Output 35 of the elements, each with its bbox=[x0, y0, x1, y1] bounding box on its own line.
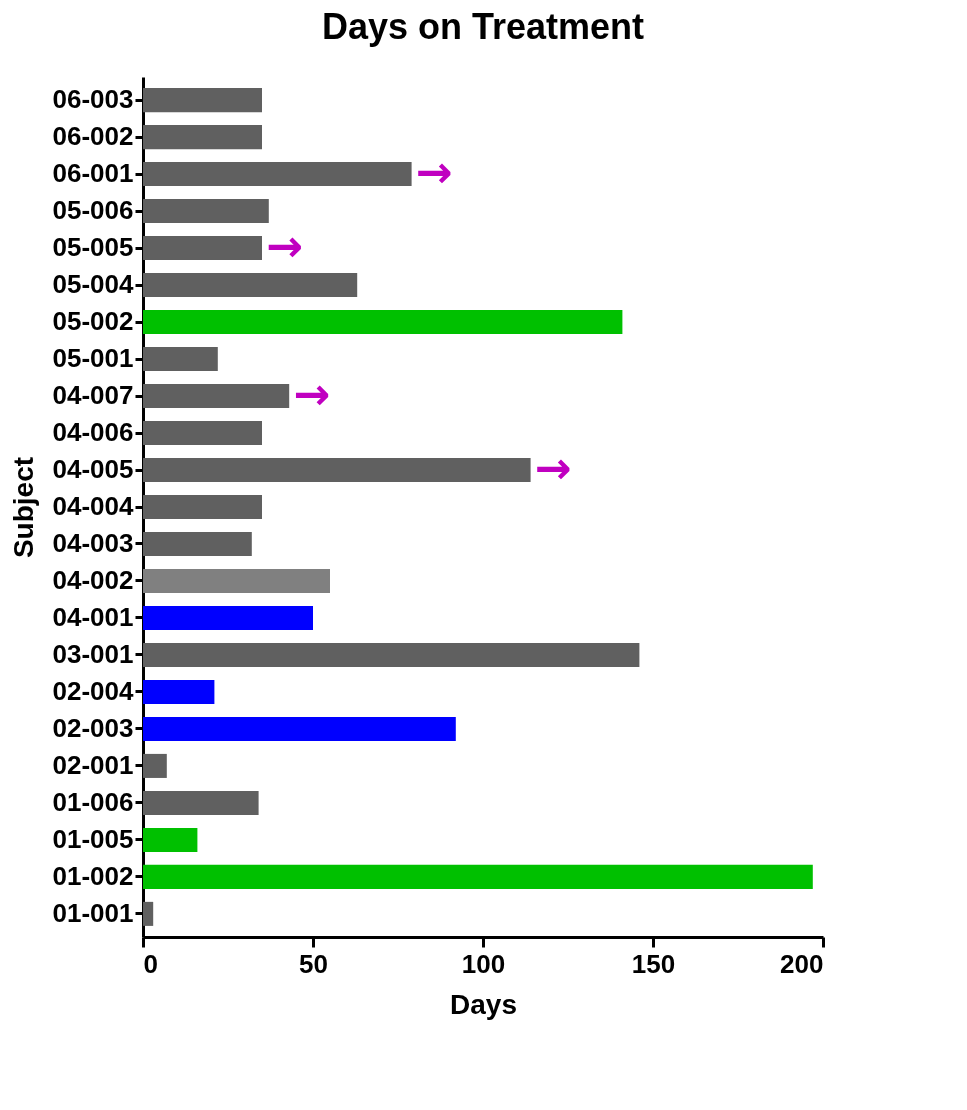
y-tick-label: 05-001 bbox=[52, 343, 134, 374]
y-tick-label: 01-001 bbox=[52, 897, 134, 928]
x-tick-label: 150 bbox=[631, 948, 676, 979]
x-tick-label: 100 bbox=[461, 948, 506, 979]
x-tick-label: 0 bbox=[143, 948, 158, 979]
y-tick-label: 04-004 bbox=[52, 491, 135, 521]
y-tick-label: 03-001 bbox=[52, 638, 134, 669]
y-tick-label: 04-001 bbox=[52, 601, 134, 632]
y-tick-label: 06-002 bbox=[52, 121, 134, 152]
y-tick-label: 02-004 bbox=[52, 675, 135, 706]
y-tick-label: 05-006 bbox=[52, 195, 134, 226]
y-tick-label: 05-004 bbox=[52, 269, 135, 300]
chart-title: Days on Treatment bbox=[321, 6, 645, 47]
annotation: → bbox=[293, 368, 331, 420]
y-tick-label: 04-005 bbox=[52, 454, 134, 485]
y-tick-label: 02-001 bbox=[52, 749, 134, 780]
x-tick-label: 200 bbox=[780, 948, 824, 979]
y-axis-title: Subject bbox=[7, 456, 39, 559]
x-axis-title: Days bbox=[450, 988, 517, 1020]
annotation: → bbox=[266, 220, 303, 272]
y-tick-label: 04-007 bbox=[52, 380, 134, 411]
y-tick-label: 06-001 bbox=[52, 158, 134, 189]
annotation: → bbox=[534, 442, 572, 494]
y-tick-label: 01-002 bbox=[52, 860, 134, 891]
y-tick-label: 04-003 bbox=[52, 527, 134, 558]
y-tick-label: 04-002 bbox=[52, 564, 134, 595]
y-tick-label: 01-006 bbox=[52, 786, 134, 817]
y-tick-label: 05-005 bbox=[52, 232, 134, 263]
y-tick-label: 06-003 bbox=[52, 84, 134, 115]
y-tick-label: 01-005 bbox=[52, 823, 134, 854]
y-tick-label: 04-006 bbox=[52, 417, 134, 448]
annotation: → bbox=[415, 146, 453, 198]
y-tick-label: 02-003 bbox=[52, 712, 134, 743]
x-tick-label: 50 bbox=[299, 948, 328, 979]
y-tick-label: 05-002 bbox=[52, 306, 134, 337]
